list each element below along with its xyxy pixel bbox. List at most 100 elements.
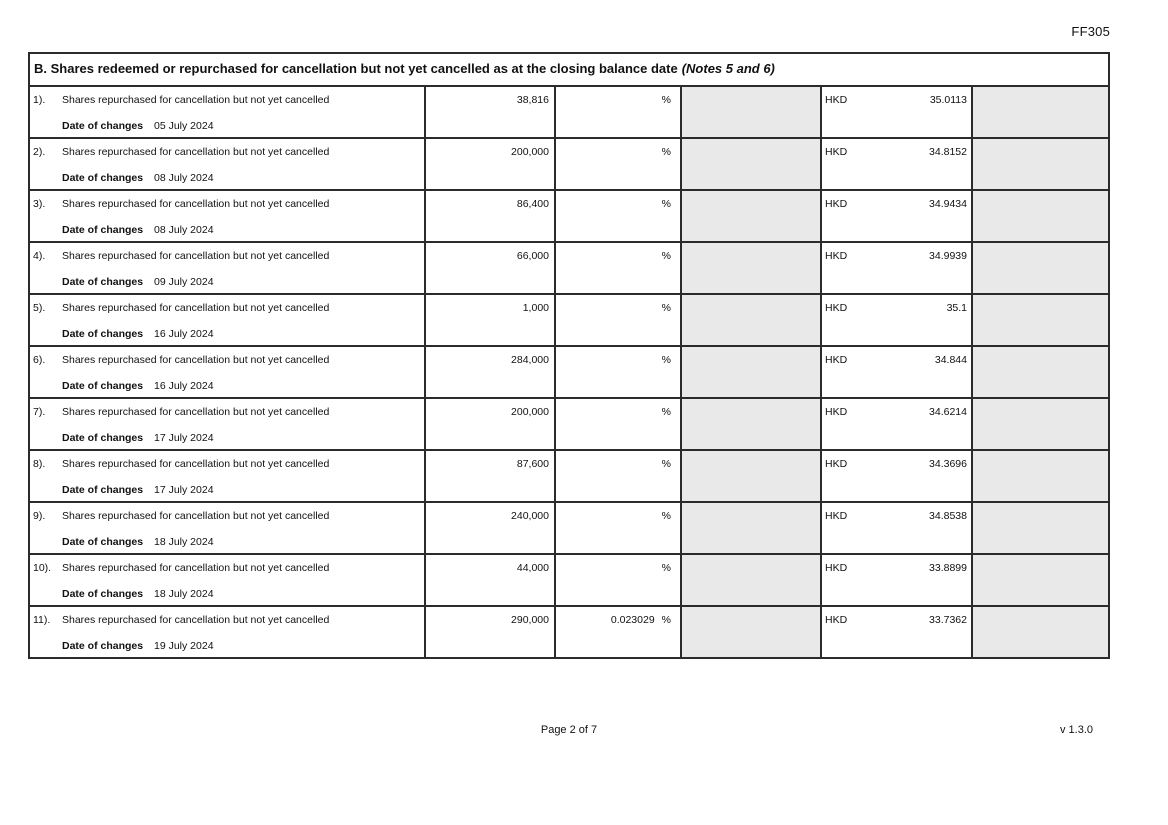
currency-label: HKD xyxy=(825,354,848,366)
price-cell: HKD 34.8152 xyxy=(820,139,971,189)
date-line: Date of changes 18 July 2024 xyxy=(30,588,424,601)
row-description: Shares repurchased for cancellation but … xyxy=(62,406,330,418)
table-row: 11). Shares repurchased for cancellation… xyxy=(30,605,1108,657)
date-line: Date of changes 19 July 2024 xyxy=(30,640,424,653)
currency-label: HKD xyxy=(825,614,848,626)
row-description: Shares repurchased for cancellation but … xyxy=(62,354,330,366)
table-row: 1). Shares repurchased for cancellation … xyxy=(30,85,1108,137)
date-of-changes-value: 17 July 2024 xyxy=(154,432,214,444)
percentage-cell: % xyxy=(554,243,680,293)
currency-label: HKD xyxy=(825,198,848,210)
date-line: Date of changes 09 July 2024 xyxy=(30,276,424,289)
description-line: 2). Shares repurchased for cancellation … xyxy=(30,146,424,159)
description-line: 8). Shares repurchased for cancellation … xyxy=(30,458,424,471)
shares-value: 86,400 xyxy=(516,198,549,210)
date-of-changes-value: 18 July 2024 xyxy=(154,588,214,600)
date-of-changes-value: 19 July 2024 xyxy=(154,640,214,652)
date-of-changes-value: 08 July 2024 xyxy=(154,172,214,184)
shares-cell: 87,600 xyxy=(424,451,554,501)
price-value: 34.6214 xyxy=(929,406,967,418)
table-row: 6). Shares repurchased for cancellation … xyxy=(30,345,1108,397)
table-row: 8). Shares repurchased for cancellation … xyxy=(30,449,1108,501)
currency-label: HKD xyxy=(825,302,848,314)
price-cell: HKD 34.6214 xyxy=(820,399,971,449)
row-number: 10). xyxy=(33,562,52,574)
row-number: 9). xyxy=(33,510,46,522)
row-number: 6). xyxy=(33,354,46,366)
form-code-label: FF305 xyxy=(1071,24,1110,39)
shares-value: 1,000 xyxy=(522,302,549,314)
date-of-changes-label: Date of changes xyxy=(62,120,144,132)
row-number: 3). xyxy=(33,198,46,210)
date-of-changes-label: Date of changes xyxy=(62,640,144,652)
price-cell: HKD 35.0113 xyxy=(820,87,971,137)
shaded-cell xyxy=(680,607,820,657)
price-value: 34.8538 xyxy=(929,510,967,522)
row-number: 5). xyxy=(33,302,46,314)
shares-value: 284,000 xyxy=(511,354,549,366)
description-line: 1). Shares repurchased for cancellation … xyxy=(30,94,424,107)
row-number: 2). xyxy=(33,146,46,158)
shares-cell: 200,000 xyxy=(424,139,554,189)
description-cell: 2). Shares repurchased for cancellation … xyxy=(30,139,424,189)
date-line: Date of changes 05 July 2024 xyxy=(30,120,424,133)
table-row: 7). Shares repurchased for cancellation … xyxy=(30,397,1108,449)
percentage-cell: % xyxy=(554,87,680,137)
row-description: Shares repurchased for cancellation but … xyxy=(62,510,330,522)
currency-label: HKD xyxy=(825,510,848,522)
price-value: 34.9434 xyxy=(929,198,967,210)
description-cell: 4). Shares repurchased for cancellation … xyxy=(30,243,424,293)
currency-label: HKD xyxy=(825,250,848,262)
row-description: Shares repurchased for cancellation but … xyxy=(62,302,330,314)
percentage-value: 0.023029 xyxy=(610,614,655,626)
shaded-cell xyxy=(680,139,820,189)
row-description: Shares repurchased for cancellation but … xyxy=(62,614,330,626)
description-line: 3). Shares repurchased for cancellation … xyxy=(30,198,424,211)
currency-label: HKD xyxy=(825,406,848,418)
row-number: 4). xyxy=(33,250,46,262)
section-b-title-notes: (Notes 5 and 6) xyxy=(681,61,775,76)
percentage-cell: % xyxy=(554,347,680,397)
date-of-changes-label: Date of changes xyxy=(62,588,144,600)
description-line: 10). Shares repurchased for cancellation… xyxy=(30,562,424,575)
shares-cell: 44,000 xyxy=(424,555,554,605)
description-cell: 6). Shares repurchased for cancellation … xyxy=(30,347,424,397)
page-footer: Page 2 of 7 v 1.3.0 xyxy=(28,724,1110,736)
currency-label: HKD xyxy=(825,458,848,470)
shaded-cell xyxy=(680,243,820,293)
shaded-cell xyxy=(971,503,1108,553)
percent-sign: % xyxy=(661,354,671,366)
description-cell: 1). Shares repurchased for cancellation … xyxy=(30,87,424,137)
date-of-changes-value: 08 July 2024 xyxy=(154,224,214,236)
price-cell: HKD 34.9434 xyxy=(820,191,971,241)
percentage-cell: % xyxy=(554,139,680,189)
row-description: Shares repurchased for cancellation but … xyxy=(62,198,330,210)
date-of-changes-label: Date of changes xyxy=(62,224,144,236)
price-value: 34.8152 xyxy=(929,146,967,158)
shaded-cell xyxy=(971,243,1108,293)
date-of-changes-label: Date of changes xyxy=(62,276,144,288)
shares-value: 44,000 xyxy=(516,562,549,574)
date-line: Date of changes 17 July 2024 xyxy=(30,432,424,445)
price-cell: HKD 33.7362 xyxy=(820,607,971,657)
date-line: Date of changes 17 July 2024 xyxy=(30,484,424,497)
shaded-cell xyxy=(971,555,1108,605)
price-value: 34.3696 xyxy=(929,458,967,470)
percent-sign: % xyxy=(661,146,671,158)
percent-sign: % xyxy=(661,302,671,314)
row-description: Shares repurchased for cancellation but … xyxy=(62,458,330,470)
price-cell: HKD 33.8899 xyxy=(820,555,971,605)
description-cell: 11). Shares repurchased for cancellation… xyxy=(30,607,424,657)
description-line: 6). Shares repurchased for cancellation … xyxy=(30,354,424,367)
table-row: 5). Shares repurchased for cancellation … xyxy=(30,293,1108,345)
price-value: 33.7362 xyxy=(929,614,967,626)
date-line: Date of changes 16 July 2024 xyxy=(30,380,424,393)
shares-value: 66,000 xyxy=(516,250,549,262)
price-value: 35.0113 xyxy=(929,94,967,106)
shaded-cell xyxy=(971,191,1108,241)
price-value: 35.1 xyxy=(946,302,967,314)
date-of-changes-value: 17 July 2024 xyxy=(154,484,214,496)
row-description: Shares repurchased for cancellation but … xyxy=(62,250,330,262)
currency-label: HKD xyxy=(825,146,848,158)
date-line: Date of changes 08 July 2024 xyxy=(30,224,424,237)
